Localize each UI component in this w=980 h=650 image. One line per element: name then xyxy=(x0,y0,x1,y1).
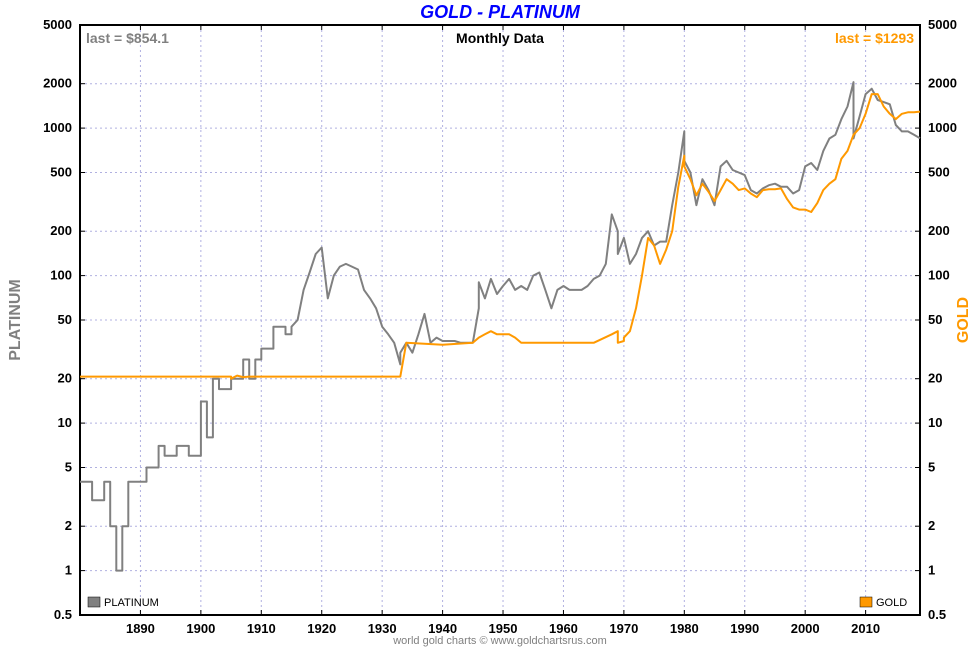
svg-text:1: 1 xyxy=(65,563,72,578)
chart-container: 0.5 0.5 1 1 2 2 5 5 10 10 20 20 50 50 100 100 200 200 500 5… xyxy=(0,0,980,650)
svg-text:2000: 2000 xyxy=(928,76,957,91)
chart-subtitle: Monthly Data xyxy=(456,30,544,46)
svg-text:1990: 1990 xyxy=(730,621,759,636)
svg-text:500: 500 xyxy=(928,165,950,180)
left-axis-label: PLATINUM xyxy=(7,279,24,360)
svg-text:2: 2 xyxy=(65,518,72,533)
svg-text:100: 100 xyxy=(928,268,950,283)
svg-text:20: 20 xyxy=(58,371,72,386)
svg-text:10: 10 xyxy=(928,415,942,430)
svg-text:2000: 2000 xyxy=(43,76,72,91)
chart-credit: world gold charts © www.goldchartsrus.co… xyxy=(392,635,607,647)
svg-text:20: 20 xyxy=(928,371,942,386)
svg-text:0.5: 0.5 xyxy=(54,607,72,622)
svg-text:1920: 1920 xyxy=(307,621,336,636)
svg-text:1950: 1950 xyxy=(489,621,518,636)
svg-text:10: 10 xyxy=(58,415,72,430)
svg-text:0.5: 0.5 xyxy=(928,607,946,622)
svg-text:1000: 1000 xyxy=(43,120,72,135)
svg-text:200: 200 xyxy=(50,223,72,238)
svg-text:1910: 1910 xyxy=(247,621,276,636)
legend-platinum: PLATINUM xyxy=(104,597,159,609)
svg-text:1960: 1960 xyxy=(549,621,578,636)
gold-last-label: last = $1293 xyxy=(835,30,914,46)
svg-text:1980: 1980 xyxy=(670,621,699,636)
svg-text:1: 1 xyxy=(928,563,935,578)
svg-text:200: 200 xyxy=(928,223,950,238)
svg-text:1890: 1890 xyxy=(126,621,155,636)
chart-title: GOLD - PLATINUM xyxy=(420,2,581,22)
chart-svg: 0.5 0.5 1 1 2 2 5 5 10 10 20 20 50 50 100 100 200 200 500 5… xyxy=(0,0,980,650)
svg-text:5: 5 xyxy=(928,460,935,475)
svg-text:500: 500 xyxy=(50,165,72,180)
svg-text:50: 50 xyxy=(928,312,942,327)
svg-text:1970: 1970 xyxy=(609,621,638,636)
svg-text:1000: 1000 xyxy=(928,120,957,135)
legend-gold: GOLD xyxy=(876,597,907,609)
svg-text:1940: 1940 xyxy=(428,621,457,636)
svg-text:5: 5 xyxy=(65,460,72,475)
svg-text:50: 50 xyxy=(58,312,72,327)
svg-text:1930: 1930 xyxy=(368,621,397,636)
svg-text:5000: 5000 xyxy=(928,17,957,32)
svg-text:1900: 1900 xyxy=(186,621,215,636)
platinum-last-label: last = $854.1 xyxy=(86,30,169,46)
svg-text:100: 100 xyxy=(50,268,72,283)
svg-text:2000: 2000 xyxy=(791,621,820,636)
svg-text:2010: 2010 xyxy=(851,621,880,636)
svg-text:5000: 5000 xyxy=(43,17,72,32)
svg-text:2: 2 xyxy=(928,518,935,533)
right-axis-label: GOLD xyxy=(955,297,972,343)
